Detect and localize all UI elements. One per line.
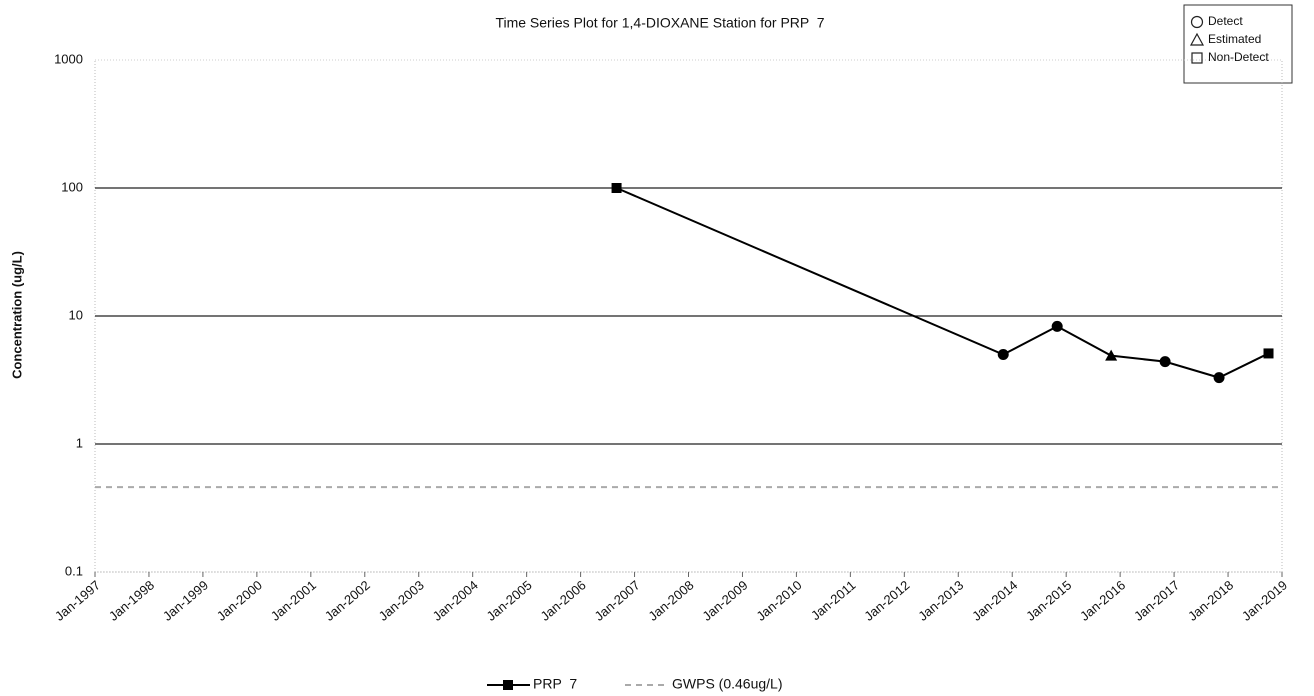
x-tick-label: Jan-2008 [645,577,696,623]
x-tick-label: Jan-2001 [268,577,319,623]
x-tick-label: Jan-2003 [376,577,427,623]
chart-title: Time Series Plot for 1,4-DIOXANE Station… [495,15,824,31]
x-tick-label: Jan-2019 [1239,577,1290,623]
data-point [1105,349,1118,361]
legend-label: Detect [1208,14,1243,28]
data-point [1213,372,1225,384]
y-tick-label: 1000 [54,51,83,66]
x-tick-label: Jan-2009 [699,577,750,623]
x-tick-label: Jan-2015 [1023,577,1074,623]
x-tick-label: Jan-2002 [322,577,373,623]
data-point [1051,320,1063,332]
data-point [1263,348,1274,359]
x-tick-label: Jan-2005 [484,577,535,623]
x-tick-label: Jan-2004 [430,577,481,623]
legend-marker [1190,15,1204,29]
x-tick-label: Jan-2017 [1131,577,1182,623]
legend-label: Non-Detect [1208,50,1269,64]
y-tick-label: 0.1 [65,563,83,578]
x-tick-label: Jan-2010 [753,577,804,623]
series-line [616,187,1269,379]
x-tick-label: Jan-2013 [915,577,966,623]
x-tick-label: Jan-2000 [214,577,265,623]
x-tick-label: Jan-2011 [808,577,858,623]
x-tick-label: Jan-2007 [592,577,643,623]
legend-label: PRP 7 [533,676,577,692]
legend-marker [1191,52,1203,64]
x-tick-label: Jan-2014 [969,577,1020,623]
y-tick-label: 10 [69,307,83,322]
data-point [1159,356,1171,368]
legend-marker [1189,32,1205,46]
data-point [611,183,622,193]
legend-label: Estimated [1208,32,1261,46]
x-tick-label: Jan-2018 [1185,577,1236,623]
legend-label: GWPS (0.46ug/L) [672,676,783,692]
y-tick-label: 100 [61,179,83,194]
x-tick-label: Jan-2016 [1077,577,1128,623]
x-tick-label: Jan-2012 [861,577,912,623]
y-axis-label: Concentration (ug/L) [9,251,24,379]
x-tick-label: Jan-1997 [52,577,103,623]
data-point [997,349,1009,361]
y-tick-label: 1 [76,435,83,450]
x-tick-label: Jan-1998 [106,577,157,623]
x-tick-label: Jan-2006 [538,577,589,623]
legend-marker [503,680,513,690]
x-tick-label: Jan-1999 [160,577,211,623]
